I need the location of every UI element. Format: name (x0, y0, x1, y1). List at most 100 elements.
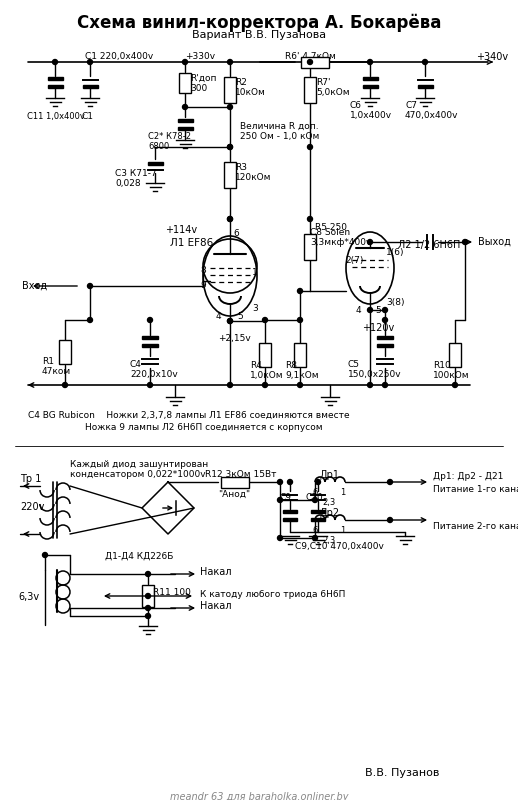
Text: C4
220,0x10v: C4 220,0x10v (130, 360, 178, 379)
Circle shape (308, 145, 312, 150)
Bar (301, 57, 329, 67)
Polygon shape (178, 118, 193, 122)
Text: R12 3кОм 15Вт: R12 3кОм 15Вт (205, 470, 277, 479)
Bar (59, 340, 71, 364)
Circle shape (315, 479, 321, 485)
Circle shape (308, 59, 312, 65)
Text: 2,3: 2,3 (322, 536, 335, 545)
Circle shape (146, 606, 151, 610)
Polygon shape (178, 126, 193, 130)
Polygon shape (311, 510, 325, 513)
Polygon shape (377, 335, 393, 338)
Circle shape (367, 239, 372, 245)
Text: В.В. Пузанов: В.В. Пузанов (365, 768, 439, 778)
Text: 2(7): 2(7) (345, 256, 363, 265)
Text: "Анод": "Анод" (218, 490, 250, 499)
Text: C9,C10 470,0x400v: C9,C10 470,0x400v (295, 542, 384, 551)
Text: C3 К71-7
0,028: C3 К71-7 0,028 (115, 169, 157, 188)
Text: C10: C10 (306, 493, 324, 502)
Text: Накал: Накал (200, 601, 232, 611)
Circle shape (308, 217, 312, 222)
Text: Д1-Д4 КД226Б: Д1-Д4 КД226Б (105, 552, 174, 561)
Circle shape (63, 382, 67, 387)
Circle shape (182, 105, 188, 110)
Circle shape (88, 59, 93, 65)
Bar (259, 343, 271, 367)
Circle shape (453, 382, 457, 387)
Bar (142, 585, 154, 607)
Circle shape (227, 145, 233, 150)
Circle shape (227, 217, 233, 222)
Text: R6' 4,7кОм: R6' 4,7кОм (285, 52, 336, 61)
Text: Др1: Др1 (320, 470, 340, 480)
Circle shape (387, 479, 393, 485)
Text: 1: 1 (340, 526, 346, 535)
Text: Накал: Накал (200, 567, 232, 577)
Text: R8
9,1кОм: R8 9,1кОм (285, 361, 319, 380)
Text: 9: 9 (200, 281, 206, 290)
Polygon shape (311, 518, 325, 521)
Text: R7'
5,0кОм: R7' 5,0кОм (316, 78, 350, 98)
Bar (224, 162, 236, 188)
Text: R5 250: R5 250 (315, 223, 347, 232)
Text: C6
1,0x400v: C6 1,0x400v (350, 101, 392, 120)
Text: 4: 4 (356, 306, 362, 315)
Text: C9: C9 (280, 493, 292, 502)
Polygon shape (142, 335, 158, 338)
Text: 6: 6 (312, 526, 318, 535)
Text: 8: 8 (200, 266, 206, 275)
Circle shape (227, 382, 233, 387)
Bar (294, 343, 306, 367)
Text: Л1 EF86: Л1 EF86 (170, 238, 213, 248)
Text: Каждый диод зашунтирован
конденсатором 0,022*1000v: Каждый диод зашунтирован конденсатором 0… (70, 460, 208, 479)
Text: 1: 1 (340, 488, 346, 497)
Text: 1: 1 (252, 268, 258, 277)
Polygon shape (82, 85, 97, 87)
Text: Схема винил-корректора А. Бокарёва: Схема винил-корректора А. Бокарёва (77, 14, 441, 32)
Circle shape (88, 318, 93, 322)
Text: 5: 5 (375, 306, 381, 315)
Text: C1: C1 (82, 112, 94, 121)
Text: +330v: +330v (185, 52, 215, 61)
Polygon shape (363, 85, 378, 87)
Polygon shape (283, 518, 297, 521)
Text: Др2: Др2 (320, 508, 340, 518)
Circle shape (227, 145, 233, 150)
Text: 1(6): 1(6) (386, 248, 405, 257)
Circle shape (278, 535, 282, 541)
Polygon shape (283, 510, 297, 513)
Circle shape (463, 239, 468, 245)
Text: C8 Solen
3,3мкф*400v: C8 Solen 3,3мкф*400v (310, 228, 371, 247)
Circle shape (227, 217, 233, 222)
Circle shape (227, 59, 233, 65)
Circle shape (263, 318, 267, 322)
Text: К катоду любого триода 6Н6П: К катоду любого триода 6Н6П (200, 590, 346, 599)
Circle shape (146, 594, 151, 598)
Circle shape (387, 518, 393, 522)
Text: R4
1,0кОм: R4 1,0кОм (250, 361, 284, 380)
Text: Питание 2-го канала: Питание 2-го канала (433, 522, 518, 531)
Bar (304, 77, 316, 103)
Circle shape (297, 318, 303, 322)
Text: 6: 6 (312, 488, 318, 497)
Circle shape (42, 553, 48, 558)
Circle shape (146, 571, 151, 577)
Text: 3: 3 (252, 304, 258, 313)
Text: C7
470,0x400v: C7 470,0x400v (405, 101, 458, 120)
Polygon shape (377, 343, 393, 346)
Text: 4: 4 (216, 312, 222, 321)
Text: R11 100: R11 100 (153, 588, 191, 597)
Bar (449, 343, 461, 367)
Text: C4 BG Rubicon    Ножки 2,3,7,8 лампы Л1 EF86 соединяются вместе: C4 BG Rubicon Ножки 2,3,7,8 лампы Л1 EF8… (28, 411, 350, 420)
Text: 220v: 220v (20, 502, 45, 512)
Circle shape (297, 289, 303, 294)
Circle shape (227, 318, 233, 323)
Text: meandr 63 для baraholka.onliner.by: meandr 63 для baraholka.onliner.by (170, 792, 348, 800)
Circle shape (367, 59, 372, 65)
Circle shape (382, 307, 387, 313)
Circle shape (182, 59, 188, 65)
Text: 5: 5 (237, 312, 243, 321)
Circle shape (312, 498, 318, 502)
Text: 2,3: 2,3 (322, 498, 335, 507)
Text: +2,15v: +2,15v (218, 334, 251, 343)
